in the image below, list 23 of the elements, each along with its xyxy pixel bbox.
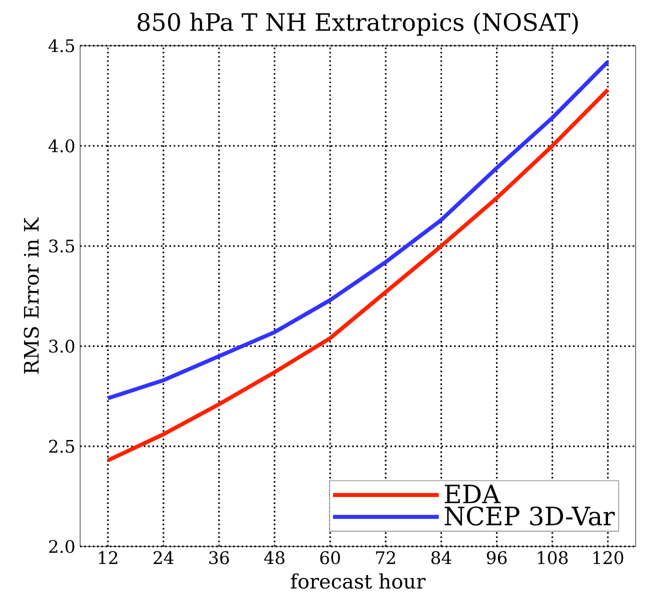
x-tick-label: 84	[431, 551, 452, 564]
x-tick-label: 36	[209, 551, 229, 564]
x-tick-label: 60	[320, 551, 340, 564]
y-axis-title: RMS Error in K	[24, 217, 39, 374]
x-tick-label: 48	[264, 551, 284, 564]
y-tick-label: 2.5	[49, 440, 74, 453]
line-series	[106, 88, 610, 462]
x-tick-label: 12	[99, 551, 118, 564]
x-tick-label: 24	[154, 551, 174, 564]
y-tick-label: 4.0	[48, 139, 74, 152]
y-tick-label: 3.0	[49, 340, 74, 353]
y-tick-label: 4.5	[48, 39, 74, 52]
legend-label: EDA	[444, 484, 501, 504]
x-axis-title: forecast hour	[290, 573, 426, 589]
chart-title: 850 hPa T NH Extratropics (NOSAT)	[138, 12, 578, 36]
x-tick-label: 96	[486, 551, 507, 564]
x-tick-label: 120	[594, 551, 624, 564]
y-tick-label: 2.0	[49, 540, 74, 553]
x-tick-label: 72	[376, 551, 395, 564]
legend-label: NCEP 3D-Var	[444, 506, 615, 526]
x-tick-label: 108	[538, 551, 568, 564]
line-series	[106, 60, 610, 400]
y-tick-label: 3.5	[49, 239, 74, 253]
